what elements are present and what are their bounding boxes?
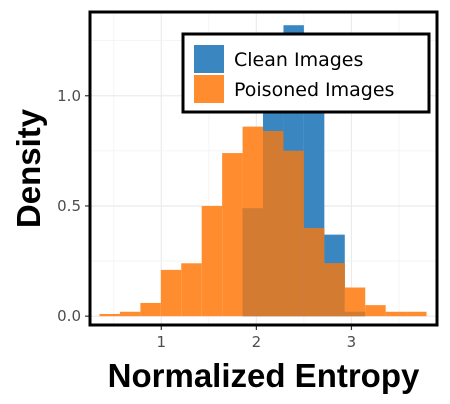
bar-poisoned <box>201 205 223 317</box>
x-tick-label: 3 <box>347 333 357 351</box>
legend-label-clean: Clean Images <box>234 49 363 71</box>
bar-overlap <box>344 311 366 317</box>
bar-poisoned <box>365 305 386 317</box>
bar-overlap <box>324 263 345 317</box>
bar-poisoned <box>119 311 141 317</box>
legend-swatch-poisoned <box>194 75 224 103</box>
bar-poisoned <box>222 153 243 317</box>
legend: Clean Images Poisoned Images <box>181 32 431 114</box>
y-tick-label: 1.0 <box>57 87 81 105</box>
legend-swatch-clean <box>194 45 224 73</box>
bar-overlap <box>303 228 325 317</box>
bar-poisoned <box>344 287 366 317</box>
bar-overlap <box>263 131 284 317</box>
legend-label-poisoned: Poisoned Images <box>234 79 394 101</box>
bar-poisoned <box>140 302 161 317</box>
bar-overlap <box>283 150 304 317</box>
y-tick-label: 0.0 <box>57 307 81 325</box>
x-tick-label: 2 <box>252 333 262 351</box>
x-axis-title: Normalized Entropy <box>108 357 420 394</box>
bar-poisoned <box>181 263 202 317</box>
bar-poisoned <box>385 311 407 317</box>
x-tick-label: 1 <box>157 333 167 351</box>
bars <box>99 25 427 317</box>
y-axis-title: Density <box>10 108 47 228</box>
bar-poisoned <box>406 311 427 317</box>
y-tick-label: 0.5 <box>57 197 81 215</box>
bar-poisoned <box>160 269 182 317</box>
axis-ticks: 1 2 3 0.0 0.5 1.0 <box>57 87 356 351</box>
bar-overlap <box>242 208 264 317</box>
bar-poisoned <box>99 313 120 317</box>
plot-panel-border <box>88 10 439 327</box>
